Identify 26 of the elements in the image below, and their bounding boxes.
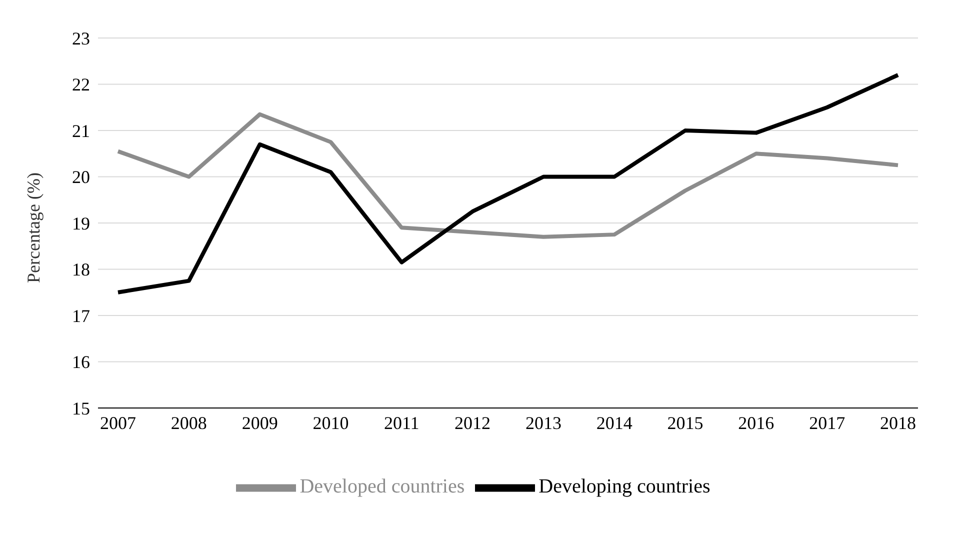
x-tick-label: 2012 — [454, 412, 491, 433]
line-series — [116, 112, 900, 239]
y-tick-label: 15 — [72, 398, 90, 418]
x-tick-label: 2016 — [738, 412, 774, 433]
y-tick-label: 22 — [72, 74, 90, 95]
x-tick-label: 2014 — [596, 412, 632, 433]
y-tick-label: 21 — [72, 120, 90, 141]
x-tick-label: 2011 — [384, 412, 420, 433]
x-tick-label: 2013 — [525, 412, 562, 433]
y-tick-label: 16 — [72, 352, 90, 372]
y-axis-title: Percentage (%) — [23, 172, 44, 283]
x-tick-label: 2017 — [809, 412, 846, 433]
x-tick-label: 2007 — [100, 412, 136, 433]
x-tick-label: 2010 — [312, 412, 349, 433]
y-tick-label: 17 — [72, 306, 90, 326]
x-tick-label: 2009 — [242, 412, 278, 433]
x-tick-label: 2018 — [880, 412, 916, 433]
y-tick-label: 19 — [72, 213, 90, 234]
legend-label: Developing countries — [538, 476, 710, 498]
y-tick-label: 20 — [72, 167, 90, 188]
x-tick-label: 2008 — [170, 412, 207, 433]
x-tick-label: 2015 — [667, 412, 704, 433]
y-tick-label: 23 — [72, 28, 90, 48]
y-tick-label: 18 — [72, 260, 90, 280]
legend-label: Developed countries — [300, 476, 465, 498]
line-series — [116, 73, 900, 294]
